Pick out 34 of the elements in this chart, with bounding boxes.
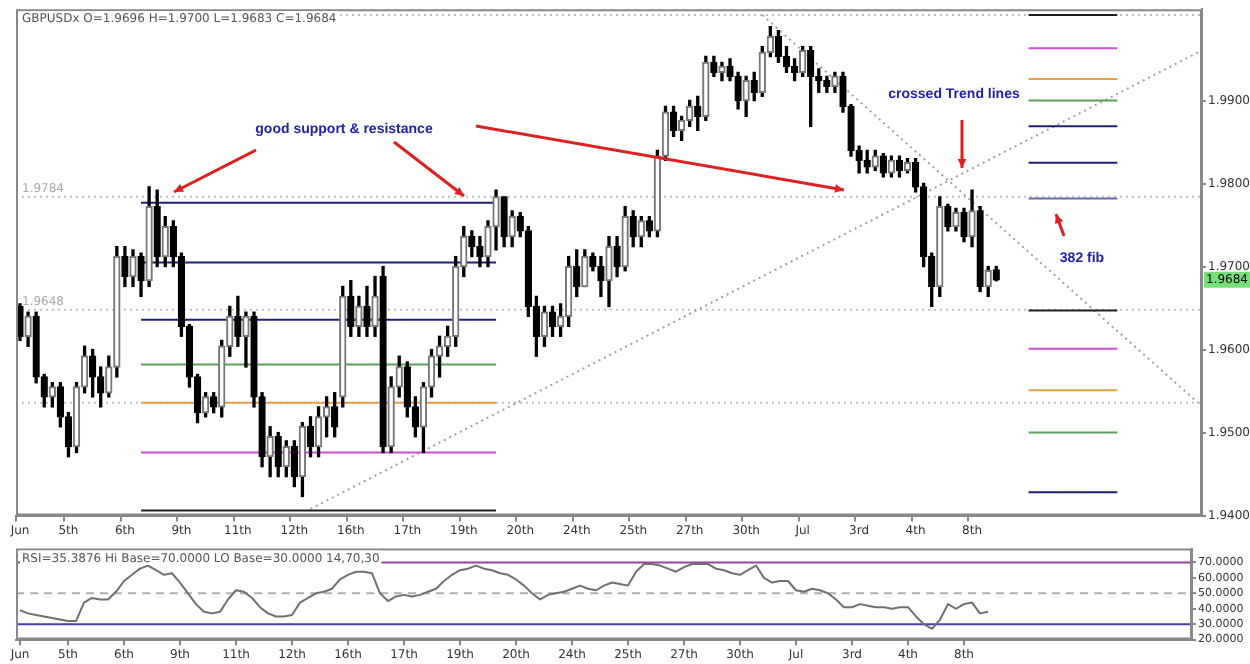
candlestick — [153, 189, 161, 268]
candlestick — [129, 249, 137, 288]
candlestick — [347, 280, 355, 337]
candlestick — [581, 249, 589, 288]
candlestick — [823, 75, 831, 93]
candlestick — [274, 431, 282, 478]
candlestick — [500, 196, 508, 248]
candlestick — [645, 216, 653, 238]
candlestick — [379, 265, 387, 454]
candlestick — [637, 216, 645, 248]
candlestick — [718, 61, 726, 82]
candlestick — [613, 236, 621, 278]
candlestick — [742, 75, 750, 117]
candlestick — [879, 152, 887, 178]
candlestick — [298, 421, 307, 498]
candlestick — [669, 105, 678, 137]
candlestick — [290, 440, 299, 488]
candlestick — [702, 55, 710, 122]
candlestick — [863, 149, 871, 174]
candlestick — [710, 55, 718, 78]
candlestick — [944, 203, 952, 232]
candlestick — [210, 392, 218, 414]
candlestick — [871, 149, 879, 171]
candlestick — [936, 196, 944, 298]
candlestick — [137, 252, 145, 298]
candlestick — [960, 207, 968, 243]
candlestick — [605, 236, 613, 308]
candlestick — [621, 206, 629, 272]
candlestick — [952, 207, 960, 232]
candlestick — [798, 45, 807, 78]
candlestick — [355, 295, 363, 337]
candlestick — [476, 236, 484, 268]
candlestick — [121, 245, 129, 288]
candlestick — [16, 303, 24, 342]
